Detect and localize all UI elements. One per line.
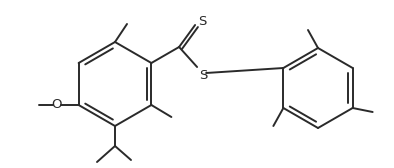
Text: S: S: [198, 15, 206, 29]
Text: O: O: [51, 98, 62, 112]
Text: S: S: [199, 69, 208, 82]
